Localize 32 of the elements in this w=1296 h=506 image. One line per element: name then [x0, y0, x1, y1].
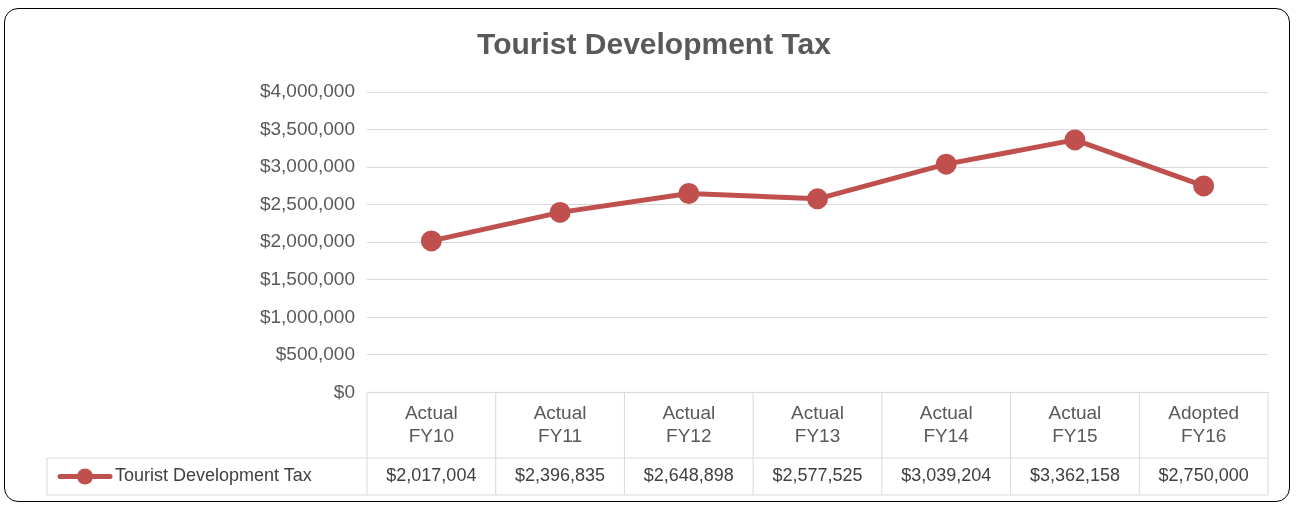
data-label: $2,577,525 — [772, 465, 863, 486]
point — [549, 201, 571, 223]
point — [935, 153, 957, 175]
y-tick-label: $500,000 — [275, 343, 355, 365]
x-tick-label: Actual FY14 — [919, 402, 973, 446]
point — [1064, 129, 1086, 151]
x-tick-label: Actual FY15 — [1048, 402, 1102, 446]
y-tick-label: $1,000,000 — [259, 305, 355, 327]
y-tick-label: $3,500,000 — [259, 117, 355, 139]
data-label: $2,396,835 — [515, 465, 606, 486]
x-tick-label: Actual FY13 — [791, 402, 844, 446]
y-tick-label: $0 — [333, 380, 355, 402]
y-tick-label: $2,000,000 — [259, 230, 355, 252]
data-label: $2,017,004 — [386, 465, 477, 486]
chart-title: Tourist Development Tax — [477, 27, 832, 61]
data-label: $3,362,158 — [1029, 465, 1120, 486]
x-tick-label: Actual FY12 — [662, 402, 716, 446]
data-label: $2,648,898 — [643, 465, 734, 486]
point — [1193, 175, 1215, 197]
data-label: $3,039,204 — [901, 465, 992, 486]
data-label: $2,750,000 — [1158, 465, 1249, 486]
x-tick-label: Actual FY11 — [533, 402, 587, 446]
x-tick-label: Adopted FY16 — [1168, 402, 1240, 446]
point — [420, 230, 442, 252]
y-tick-label: $2,500,000 — [259, 192, 355, 214]
point — [678, 182, 700, 204]
y-tick-label: $3,000,000 — [259, 155, 355, 177]
legend-label: Tourist Development Tax — [115, 465, 312, 486]
y-tick-label: $4,000,000 — [259, 80, 355, 102]
x-tick-label: Actual FY10 — [404, 402, 458, 446]
y-tick-label: $1,500,000 — [259, 267, 355, 289]
point — [807, 188, 828, 210]
